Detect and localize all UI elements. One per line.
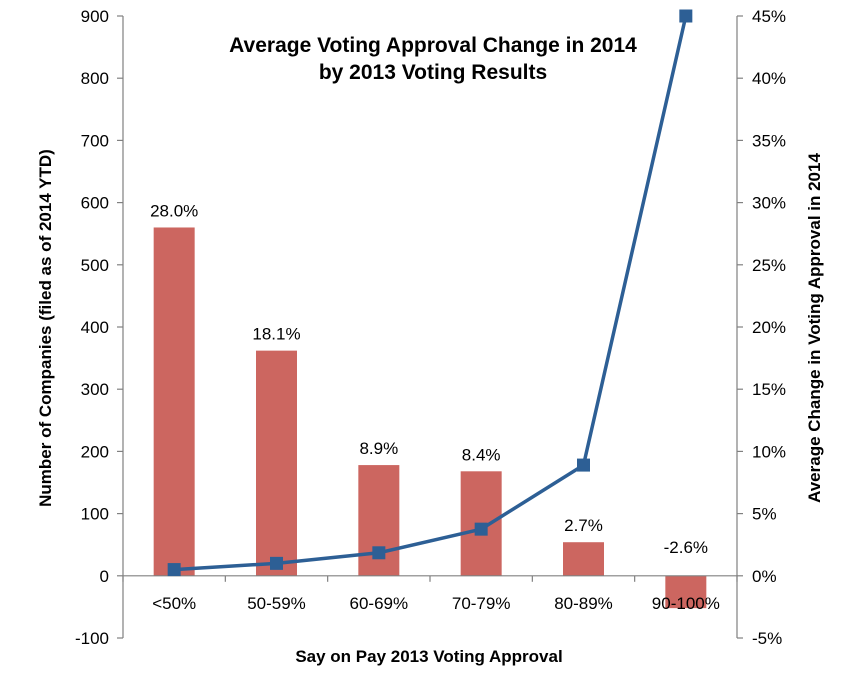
y-tick-label: 500 (81, 256, 109, 275)
line-point (679, 9, 693, 23)
axes-layer: -100 0 100 200 300 400 500 600 700 800 900 -5% 0% 5% 1… (75, 7, 786, 648)
line-point (577, 458, 590, 472)
line-point (270, 556, 283, 570)
y-tick-label: 700 (81, 131, 109, 150)
y-tick-label: 400 (81, 318, 109, 337)
x-tick-label: 70-79% (452, 594, 511, 613)
y-tick-label: 300 (81, 380, 109, 399)
y2-tick-label: 40% (752, 69, 786, 88)
bar-data-label: 28.0% (150, 201, 198, 220)
bar (665, 575, 707, 609)
bar-data-label: 8.9% (359, 439, 398, 458)
line-point (474, 522, 488, 536)
x-tick-label: 90-100% (652, 594, 720, 613)
y2-tick-label: 25% (752, 256, 786, 275)
bar-data-label: -2.6% (664, 538, 708, 557)
y2-tick-label: 30% (752, 194, 786, 213)
y2-tick-label: 20% (752, 318, 786, 337)
y2-tick-label: 0% (752, 567, 777, 586)
x-tick-label: <50% (152, 594, 196, 613)
line-layer (167, 9, 693, 577)
y-tick-label: 800 (81, 69, 109, 88)
y2-tick-label: -5% (752, 629, 782, 648)
y-tick-label: 200 (81, 442, 109, 461)
bars-layer (153, 227, 707, 609)
labels-layer: 28.0% 18.1% 8.9% 8.4% 2.7% -2.6% (150, 201, 708, 556)
bar (153, 227, 195, 576)
bar (563, 542, 604, 576)
bar-data-label: 2.7% (564, 516, 603, 535)
bar-data-label: 8.4% (462, 445, 501, 464)
x-axis-title: Say on Pay 2013 Voting Approval (295, 647, 562, 666)
y-tick-label: 600 (81, 194, 109, 213)
chart-title-line-1: Average Voting Approval Change in 2014 (229, 34, 637, 57)
y2-tick-label: 5% (752, 505, 777, 524)
x-tick-label: 50-59% (247, 594, 306, 613)
y2-tick-label: 45% (752, 7, 786, 26)
bar-data-label: 18.1% (252, 325, 300, 344)
y-tick-label: 900 (81, 7, 109, 26)
y-tick-label: 0 (100, 567, 109, 586)
line-point (372, 546, 386, 560)
y2-tick-label: 15% (752, 380, 786, 399)
bar (256, 350, 297, 576)
y-tick-label: 100 (81, 505, 109, 524)
x-tick-label: 80-89% (554, 594, 613, 613)
y-axis-title: Number of Companies (filed as of 2014 YT… (36, 149, 55, 507)
x-tick-label: 60-69% (350, 594, 409, 613)
y2-tick-label: 35% (752, 131, 786, 150)
series-line (174, 15, 688, 572)
y2-axis-title: Average Change in Voting Approval in 201… (805, 153, 824, 503)
y-tick-label: -100 (75, 629, 109, 648)
y2-tick-label: 10% (752, 442, 786, 461)
chart-title-line-2: by 2013 Voting Results (319, 61, 547, 84)
line-point (167, 563, 181, 577)
